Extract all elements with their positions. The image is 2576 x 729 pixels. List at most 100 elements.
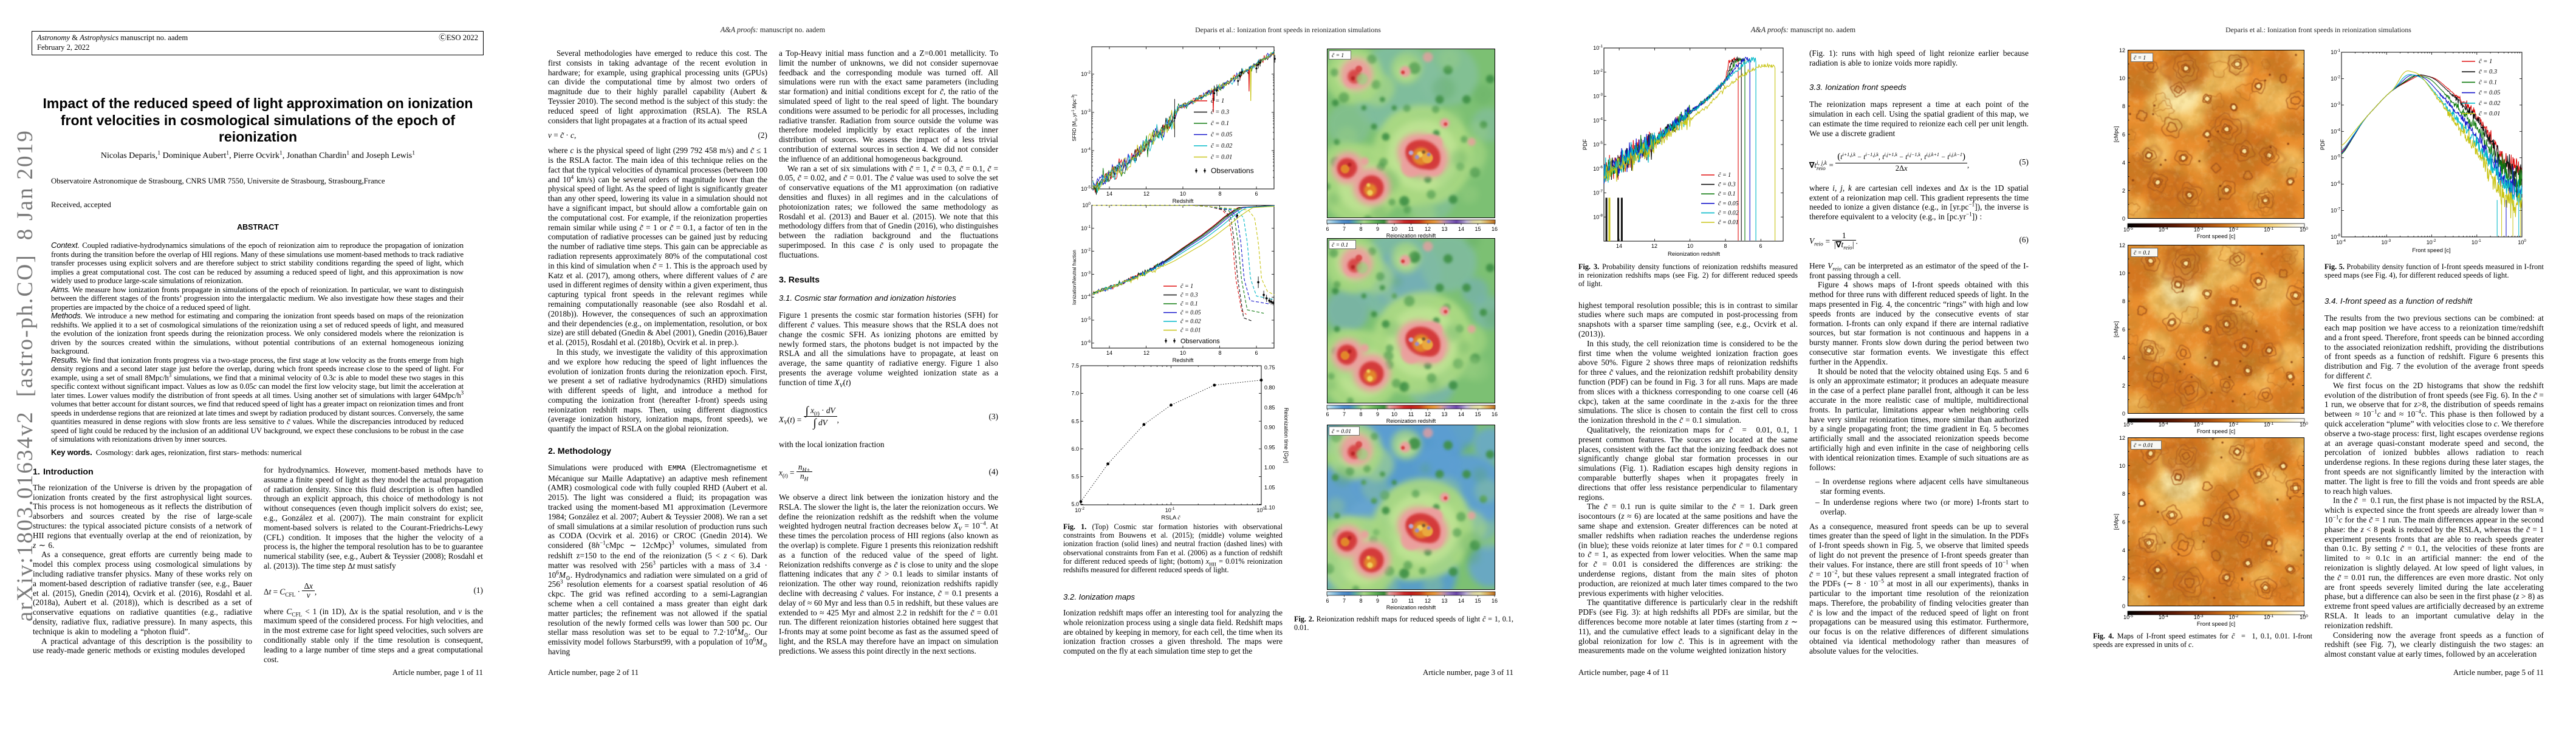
svg-text:c̃ = 1: c̃ = 1 xyxy=(2134,55,2146,61)
svg-text:0.95: 0.95 xyxy=(1264,445,1275,451)
svg-text:16: 16 xyxy=(1492,226,1498,232)
svg-text:12: 12 xyxy=(2119,47,2125,53)
svg-text:0.85: 0.85 xyxy=(1264,405,1275,411)
svg-text:100: 100 xyxy=(1082,202,1091,208)
svg-text:c̃ = 0.1: c̃ = 0.1 xyxy=(1180,301,1198,307)
svg-text:10-7: 10-7 xyxy=(2331,207,2340,214)
svg-text:Redshift: Redshift xyxy=(1173,198,1194,205)
svg-text:100: 100 xyxy=(2300,614,2308,620)
svg-text:12: 12 xyxy=(1425,226,1431,232)
svg-text:10: 10 xyxy=(2119,75,2125,81)
svg-text:13: 13 xyxy=(1441,598,1447,604)
svg-text:10: 10 xyxy=(1687,243,1693,249)
svg-text:10-5: 10-5 xyxy=(2123,614,2133,620)
svg-text:Reionization redshift: Reionization redshift xyxy=(1668,251,1720,258)
svg-text:7.0: 7.0 xyxy=(1071,391,1079,397)
svg-text:10: 10 xyxy=(1391,226,1397,232)
svg-text:10-8: 10-8 xyxy=(1593,213,1603,220)
svg-text:8: 8 xyxy=(1359,411,1362,417)
svg-text:c̃ = 1: c̃ = 1 xyxy=(1718,172,1731,179)
svg-text:0.90: 0.90 xyxy=(1264,425,1275,431)
svg-text:10-4: 10-4 xyxy=(1593,117,1603,123)
svg-text:c̃ = 0.01: c̃ = 0.01 xyxy=(1332,428,1351,435)
svg-text:c̃ = 0.01: c̃ = 0.01 xyxy=(2479,111,2500,117)
svg-text:10-7: 10-7 xyxy=(1593,190,1603,196)
svg-text:14: 14 xyxy=(1458,226,1464,232)
svg-text:100: 100 xyxy=(1256,507,1265,513)
svg-text:7: 7 xyxy=(1343,411,1346,417)
svg-text:10-3: 10-3 xyxy=(2194,422,2204,428)
svg-text:10-2: 10-2 xyxy=(1593,69,1603,75)
svg-text:10-4: 10-4 xyxy=(2331,128,2340,134)
svg-text:7: 7 xyxy=(1343,598,1346,604)
svg-text:0: 0 xyxy=(2122,603,2125,609)
svg-text:10-6: 10-6 xyxy=(2331,180,2340,187)
svg-text:10-2: 10-2 xyxy=(2229,614,2239,620)
svg-text:10-6: 10-6 xyxy=(1081,340,1091,346)
svg-text:11: 11 xyxy=(1408,598,1414,604)
svg-text:0.75: 0.75 xyxy=(1264,364,1275,371)
svg-text:10-1: 10-1 xyxy=(2264,227,2273,233)
svg-text:c̃ = 0.3: c̃ = 0.3 xyxy=(1211,109,1229,116)
svg-text:6: 6 xyxy=(1759,243,1762,249)
svg-text:c̃ = 0.02: c̃ = 0.02 xyxy=(1211,143,1233,149)
svg-text:14: 14 xyxy=(1616,243,1622,249)
svg-text:6: 6 xyxy=(1255,191,1258,197)
svg-text:10-8: 10-8 xyxy=(2331,233,2340,240)
svg-text:10-3: 10-3 xyxy=(2331,101,2340,108)
svg-text:11: 11 xyxy=(1408,226,1414,232)
svg-text:10-4: 10-4 xyxy=(1081,293,1091,300)
svg-text:10-1: 10-1 xyxy=(2472,239,2481,245)
svg-text:c̃ = 1: c̃ = 1 xyxy=(1332,52,1344,59)
svg-text:2: 2 xyxy=(2122,575,2125,581)
svg-text:10: 10 xyxy=(1180,350,1186,356)
svg-text:10-2: 10-2 xyxy=(2331,75,2340,81)
svg-text:Observations: Observations xyxy=(1180,338,1220,345)
svg-text:Front speed [c]: Front speed [c] xyxy=(2197,428,2235,435)
svg-text:[cMpc]: [cMpc] xyxy=(2113,321,2119,338)
svg-text:SFRD [M⊙.yr-1.Mpc-3]: SFRD [M⊙.yr-1.Mpc-3] xyxy=(1072,94,1078,141)
svg-text:c̃ = 0.3: c̃ = 0.3 xyxy=(2479,69,2497,75)
svg-text:10-1: 10-1 xyxy=(1081,225,1091,231)
svg-text:c̃ = 0.05: c̃ = 0.05 xyxy=(1180,310,1201,317)
svg-text:c̃ = 1: c̃ = 1 xyxy=(1180,283,1193,290)
svg-text:10-1: 10-1 xyxy=(2331,49,2340,55)
svg-text:12: 12 xyxy=(2119,242,2125,248)
svg-text:100: 100 xyxy=(2518,239,2526,245)
svg-text:c̃ = 0.05: c̃ = 0.05 xyxy=(1718,200,1739,207)
svg-text:14: 14 xyxy=(1106,350,1112,356)
svg-text:4: 4 xyxy=(2122,547,2125,553)
svg-text:c̃ = 0.01: c̃ = 0.01 xyxy=(1211,154,1232,161)
svg-text:6: 6 xyxy=(2122,519,2125,525)
svg-text:6: 6 xyxy=(1326,226,1329,232)
svg-text:10-3: 10-3 xyxy=(1081,270,1091,277)
svg-text:10-3: 10-3 xyxy=(2381,239,2391,245)
svg-text:8: 8 xyxy=(2122,298,2125,304)
svg-text:10-2: 10-2 xyxy=(1075,507,1084,513)
svg-text:13: 13 xyxy=(1441,226,1447,232)
svg-text:7.5: 7.5 xyxy=(1071,363,1079,369)
svg-text:2: 2 xyxy=(2122,383,2125,389)
svg-text:Front speed [c]: Front speed [c] xyxy=(2197,621,2235,628)
svg-text:Reionization redshift: Reionization redshift xyxy=(1386,604,1436,611)
svg-text:12: 12 xyxy=(1143,191,1149,197)
svg-text:Redshift: Redshift xyxy=(1173,357,1194,364)
svg-text:c̃ = 0.3: c̃ = 0.3 xyxy=(1180,292,1198,299)
svg-text:10-4: 10-4 xyxy=(2159,227,2168,233)
svg-text:9: 9 xyxy=(1376,226,1379,232)
svg-text:10-1: 10-1 xyxy=(1165,507,1175,513)
svg-text:16: 16 xyxy=(1492,411,1498,417)
svg-text:0: 0 xyxy=(2122,411,2125,417)
svg-text:Observations: Observations xyxy=(1211,166,1254,175)
svg-text:PDF: PDF xyxy=(2320,139,2326,150)
svg-text:1.00: 1.00 xyxy=(1264,465,1275,471)
svg-text:12: 12 xyxy=(1143,350,1149,356)
svg-text:0.80: 0.80 xyxy=(1264,385,1275,391)
svg-text:c̃ = 0.1: c̃ = 0.1 xyxy=(1718,191,1736,197)
svg-text:Front speed [c]: Front speed [c] xyxy=(2197,233,2235,240)
svg-text:c̃ = 0.1: c̃ = 0.1 xyxy=(1211,120,1229,127)
svg-text:c̃ = 0.02: c̃ = 0.02 xyxy=(1180,318,1201,325)
svg-text:c̃ = 0.05: c̃ = 0.05 xyxy=(2479,90,2500,97)
svg-text:6: 6 xyxy=(2122,327,2125,333)
svg-text:10-1: 10-1 xyxy=(1593,44,1603,51)
